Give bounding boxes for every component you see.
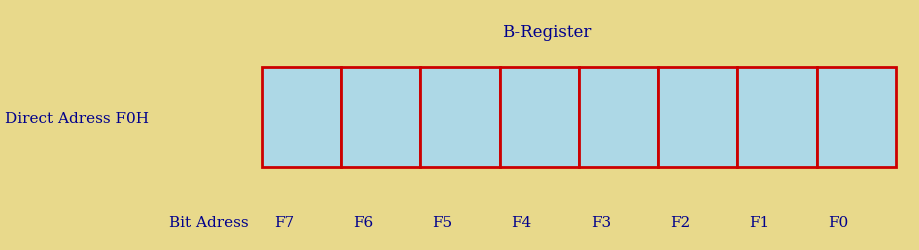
Bar bbox=[658, 68, 738, 168]
Text: F7: F7 bbox=[274, 216, 294, 230]
Text: Bit Adress: Bit Adress bbox=[168, 216, 248, 230]
Text: B-Register: B-Register bbox=[502, 24, 592, 41]
Bar bbox=[420, 68, 500, 168]
Bar bbox=[579, 68, 658, 168]
Bar bbox=[262, 68, 341, 168]
Text: F5: F5 bbox=[432, 216, 452, 230]
Bar bbox=[500, 68, 579, 168]
Text: F4: F4 bbox=[512, 216, 532, 230]
Bar bbox=[817, 68, 896, 168]
Text: F1: F1 bbox=[749, 216, 769, 230]
Text: Direct Adress F0H: Direct Adress F0H bbox=[5, 112, 149, 126]
Text: F0: F0 bbox=[829, 216, 849, 230]
Text: F3: F3 bbox=[591, 216, 611, 230]
Text: F6: F6 bbox=[353, 216, 373, 230]
Text: F2: F2 bbox=[670, 216, 690, 230]
Bar bbox=[341, 68, 421, 168]
Bar bbox=[737, 68, 817, 168]
